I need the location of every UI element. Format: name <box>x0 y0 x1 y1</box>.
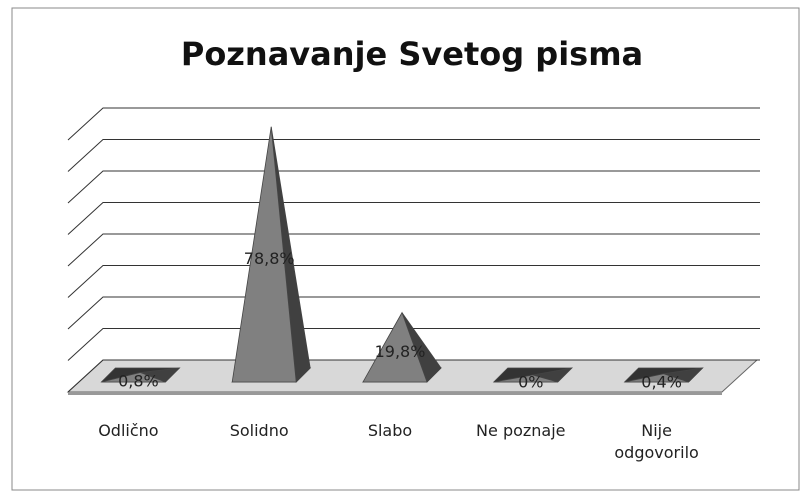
grid-line <box>67 107 760 141</box>
pyramid-front-face <box>624 373 689 383</box>
pyramid <box>362 311 442 383</box>
grid-line <box>67 265 760 298</box>
pyramid-front-face <box>493 374 558 383</box>
x-tick-label: Nije odgovorilo <box>614 421 699 462</box>
pyramid-front-face <box>101 372 166 383</box>
grid-line <box>67 359 760 393</box>
x-tick-label: Ne poznaje <box>476 421 566 440</box>
chart-title: Poznavanje Svetog pisma <box>181 35 643 73</box>
grid-line <box>67 170 760 204</box>
x-tick-label: Odlično <box>98 421 159 440</box>
value-label: 19,8% <box>375 342 426 361</box>
x-tick-label: Slabo <box>367 421 413 440</box>
x-tick-label: Solidno <box>229 421 289 440</box>
floor-edge <box>68 392 722 395</box>
chart-frame <box>11 7 800 491</box>
grid-line <box>67 139 760 172</box>
pyramid <box>100 367 181 383</box>
pyramid-front-face <box>362 311 428 383</box>
pyramid <box>231 126 312 383</box>
pyramid <box>623 367 704 383</box>
value-label: 0,8% <box>118 372 159 391</box>
value-label: 78,8% <box>244 249 295 268</box>
value-label: 0,4% <box>641 372 682 391</box>
grid-line <box>67 328 760 361</box>
grid-line <box>67 296 760 330</box>
pyramid-front-face <box>231 126 297 383</box>
pyramid <box>492 367 573 383</box>
grid-line <box>67 202 760 235</box>
value-label: 0% <box>518 373 543 392</box>
grid-line <box>67 233 760 267</box>
